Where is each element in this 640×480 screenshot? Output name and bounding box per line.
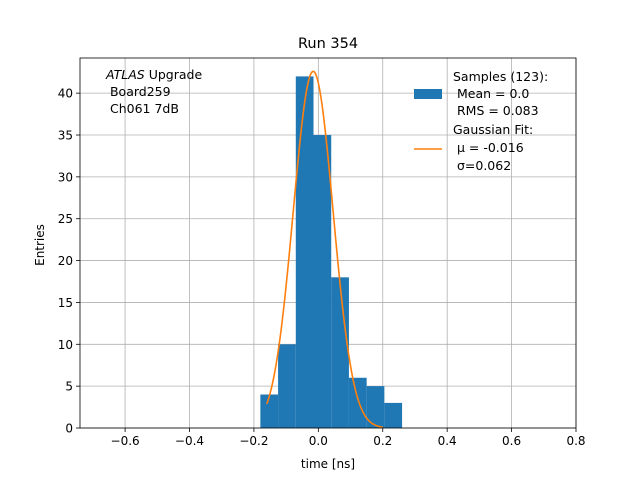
x-tick-label: 0.4 [438, 434, 457, 448]
legend-samples-rms: RMS = 0.083 [453, 103, 539, 118]
x-tick-label: 0.6 [502, 434, 521, 448]
histogram-bar [295, 76, 314, 428]
y-tick-label: 25 [58, 212, 73, 226]
legend-samples-label: Samples (123): [453, 69, 548, 84]
annotation-rest: Upgrade [145, 67, 203, 82]
histogram-bar [348, 377, 367, 428]
y-tick-label: 40 [58, 87, 73, 101]
y-tick-label: 35 [58, 129, 73, 143]
annotation-line-2: Board259 [106, 84, 171, 99]
histogram-bar [313, 135, 332, 428]
y-tick-label: 0 [65, 422, 73, 436]
histogram-bar [331, 277, 349, 428]
gaussian-fit-line [266, 70, 383, 428]
y-axis-label: Entries [33, 224, 47, 266]
x-tick-label: −0.4 [175, 434, 204, 448]
fit-line-layer [266, 70, 383, 428]
histogram-bar [384, 402, 403, 428]
x-tick-label: 0.0 [309, 434, 328, 448]
annotation-line-3: Ch061 7dB [106, 101, 179, 116]
x-tick-label: 0.8 [566, 434, 585, 448]
x-tick-label: 0.2 [373, 434, 392, 448]
y-tick-label: 5 [65, 380, 73, 394]
x-tick-label: −0.2 [239, 434, 268, 448]
plot-frame [79, 57, 577, 429]
legend-fit-mu: μ = -0.016 [453, 140, 524, 155]
legend-fit-label: Gaussian Fit: [453, 122, 533, 137]
ticks-layer: −0.6 −0.4 −0.2 0.0 0.2 0.4 0.6 0.8 0 5 10 15 20 25 30 3… [58, 87, 586, 448]
legend: Samples (123): Mean = 0.0 RMS = 0.083 Ga… [414, 69, 548, 173]
x-axis-label: time [ns] [301, 457, 355, 471]
legend-fit-sigma: σ=0.062 [453, 158, 511, 173]
bars-layer [260, 76, 403, 428]
histogram-bar [278, 344, 296, 428]
atlas-annotation: ATLAS Upgrade Board259 Ch061 7dB [105, 67, 202, 116]
y-tick-label: 30 [58, 170, 73, 184]
annotation-line-1: ATLAS Upgrade [105, 67, 202, 82]
histogram-bar [260, 394, 279, 428]
histogram-bar [366, 386, 385, 428]
legend-samples-mean: Mean = 0.0 [453, 86, 529, 101]
y-tick-label: 10 [58, 338, 73, 352]
chart-title: Run 354 [298, 36, 358, 52]
y-tick-label: 20 [58, 254, 73, 268]
y-tick-label: 15 [58, 296, 73, 310]
x-tick-label: −0.6 [111, 434, 140, 448]
annotation-italic: ATLAS [105, 67, 145, 82]
legend-samples-swatch [414, 89, 442, 99]
